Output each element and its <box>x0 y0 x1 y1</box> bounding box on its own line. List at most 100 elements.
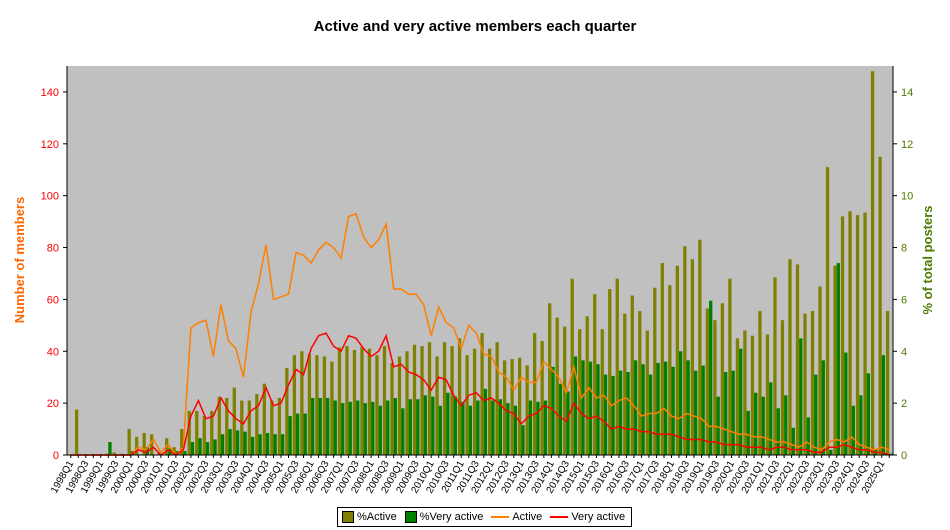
bar-pct-active <box>427 342 432 455</box>
bar-pct-active <box>518 357 522 455</box>
bar-pct-very-active <box>709 300 713 455</box>
bar-pct-active <box>375 355 379 455</box>
bar-pct-very-active <box>438 405 442 455</box>
legend-label-pct-active: %Active <box>357 511 397 523</box>
line-active <box>70 212 890 457</box>
bar-pct-very-active <box>363 403 367 455</box>
bar-pct-very-active <box>356 400 360 455</box>
legend-line-active <box>491 516 510 518</box>
bar-pct-active <box>487 348 492 455</box>
plot-area <box>67 66 893 455</box>
bar-pct-very-active <box>814 374 818 455</box>
bar-pct-very-active <box>468 405 473 455</box>
bar-pct-active <box>698 239 702 455</box>
bar-pct-very-active <box>108 442 112 455</box>
bar-pct-active <box>758 311 762 455</box>
bar-pct-very-active <box>258 434 262 455</box>
bar-pct-very-active <box>558 383 563 455</box>
bar-pct-active <box>773 277 777 455</box>
bar-pct-active <box>548 303 552 455</box>
bar-pct-active <box>450 346 454 455</box>
bar-pct-active <box>810 311 815 455</box>
bar-pct-very-active <box>273 434 277 455</box>
bar-pct-very-active <box>288 416 292 455</box>
bar-pct-active <box>795 264 800 455</box>
bar-pct-very-active <box>281 434 285 455</box>
bar-pct-very-active <box>243 431 247 455</box>
bar-pct-very-active <box>528 400 533 455</box>
bar-pct-very-active <box>296 413 300 455</box>
bar-pct-very-active <box>453 396 458 455</box>
bar-pct-active <box>675 265 679 455</box>
bar-pct-very-active <box>536 401 540 455</box>
bar-pct-very-active <box>859 395 863 455</box>
y2-tick-label: 8 <box>901 243 907 255</box>
bar-pct-active <box>442 342 447 455</box>
bar-pct-active <box>863 212 867 455</box>
bar-pct-very-active <box>423 395 427 455</box>
bar-pct-very-active <box>183 451 187 455</box>
bar-pct-very-active <box>716 396 720 455</box>
bar-pct-very-active <box>190 442 195 455</box>
bar-pct-very-active <box>731 370 735 455</box>
legend-item-pct-very-active: %Very active <box>404 511 484 523</box>
bar-pct-very-active <box>543 400 548 455</box>
bar-pct-very-active <box>393 397 397 455</box>
bar-pct-active <box>713 320 717 455</box>
legend-label-very-active: Very active <box>571 511 626 523</box>
bar-pct-very-active <box>311 397 315 455</box>
y2-tick-label: 6 <box>901 294 907 306</box>
bar-pct-active <box>878 156 882 455</box>
bar-pct-very-active <box>386 400 390 455</box>
legend-item-active: Active <box>491 511 542 523</box>
y2-tick-label: 10 <box>901 191 913 203</box>
bar-pct-very-active <box>431 396 435 455</box>
y2-tick-label: 4 <box>901 346 907 358</box>
bar-pct-active <box>330 361 334 455</box>
bar-pct-active <box>435 356 439 455</box>
bar-pct-active <box>247 400 251 455</box>
bar-pct-active <box>172 447 176 455</box>
bar-pct-very-active <box>446 392 450 455</box>
bar-pct-very-active <box>205 442 210 455</box>
bar-pct-active <box>382 346 387 455</box>
bar-pct-active <box>142 432 146 455</box>
bar-pct-active <box>217 396 221 455</box>
bar-pct-active <box>225 397 229 455</box>
bar-pct-active <box>788 259 792 455</box>
bar-pct-active <box>180 429 184 455</box>
bar-pct-very-active <box>265 432 270 455</box>
bar-pct-very-active <box>844 352 848 455</box>
bar-pct-very-active <box>498 399 503 455</box>
bar-pct-active <box>570 278 574 455</box>
bar-pct-active <box>743 330 747 455</box>
bar-pct-active <box>683 246 687 455</box>
bar-pct-active <box>502 360 507 455</box>
bar-pct-active <box>585 316 589 455</box>
bar-pct-very-active <box>686 360 690 455</box>
bar-pct-very-active <box>566 391 570 455</box>
bar-pct-very-active <box>326 397 330 455</box>
bar-pct-very-active <box>476 400 480 455</box>
bar-pct-active <box>593 294 597 455</box>
bar-pct-active <box>412 344 417 455</box>
bar-pct-active <box>232 387 236 455</box>
legend-label-pct-very-active: %Very active <box>419 511 484 523</box>
bar-pct-very-active <box>611 375 615 455</box>
y2-tick-label: 2 <box>901 398 907 410</box>
bar-pct-active <box>255 394 259 455</box>
bar-pct-active <box>840 216 845 455</box>
bar-pct-active <box>135 436 139 455</box>
y-tick-label: 120 <box>41 139 59 151</box>
bar-pct-active <box>690 259 695 455</box>
bar-pct-very-active <box>513 405 518 455</box>
bar-pct-very-active <box>213 439 217 455</box>
bar-pct-active <box>150 434 154 455</box>
bar-pct-active <box>660 263 664 455</box>
bar-pct-very-active <box>348 401 352 455</box>
bar-pct-very-active <box>694 370 698 455</box>
bar-pct-active <box>750 335 755 455</box>
bar-pct-active <box>187 410 191 455</box>
bar-pct-very-active <box>235 430 240 455</box>
bar-pct-active <box>367 348 372 455</box>
